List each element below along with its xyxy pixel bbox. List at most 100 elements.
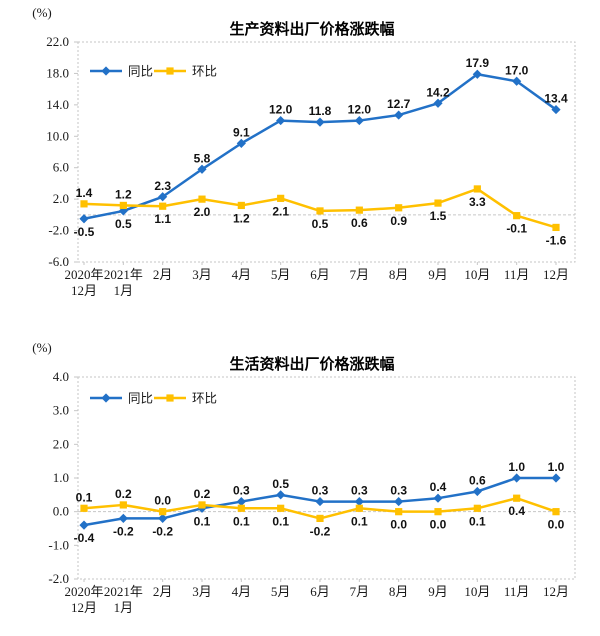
data-point [198, 501, 206, 509]
data-label: 12.0 [348, 103, 372, 117]
x-tick-label: 5月 [271, 584, 291, 599]
data-point [101, 393, 111, 403]
x-tick-label: 8月 [389, 267, 409, 282]
legend-item-mom: 环比 [154, 65, 217, 79]
y-tick-label: 4.0 [53, 369, 69, 384]
data-label: 0.5 [272, 477, 289, 491]
data-label: 9.1 [233, 125, 250, 139]
data-label: -0.2 [113, 524, 134, 538]
data-point [434, 199, 442, 207]
x-tick-label: 6月 [310, 584, 330, 599]
x-tick-label: 3月 [192, 267, 212, 282]
data-point [80, 200, 88, 208]
data-point [394, 496, 404, 507]
x-tick-label: 10月 [464, 267, 490, 282]
data-label: 17.0 [505, 63, 529, 77]
data-label: 1.4 [76, 186, 93, 200]
data-label: 0.1 [76, 490, 93, 504]
producer-price-chart: (%) 生产资料出厂价格涨跌幅 22.0 18.0 14.0 10.0 6.0 2.0 -2.0… [32, 5, 576, 298]
data-label: 17.9 [466, 56, 490, 70]
data-label: 14.2 [426, 85, 450, 99]
y-tick-label: 10.0 [46, 128, 69, 143]
series-mom: 1.4 1.2 1.1 2.0 1.2 2.1 0.5 0.6 0.9 1.5 3.3 -0.1 -1.… [76, 185, 567, 247]
x-tick-label: 4月 [232, 267, 252, 282]
x-tick-label: 5月 [271, 267, 291, 282]
y-tick-label: 2.0 [53, 191, 69, 206]
y-tick-label: -6.0 [48, 254, 69, 269]
data-label: 1.1 [154, 212, 171, 226]
data-label: 0.1 [351, 514, 368, 528]
data-label: 1.0 [548, 460, 565, 474]
x-tick-label: 1月 [114, 600, 134, 615]
data-point [473, 504, 481, 512]
data-label: 0.3 [312, 484, 329, 498]
data-label: -1.6 [546, 233, 567, 247]
data-point [552, 223, 560, 232]
data-label: 0.1 [469, 514, 486, 528]
data-point [395, 204, 403, 212]
data-point [101, 66, 111, 76]
y-tick-label: -2.0 [48, 223, 69, 238]
x-tick-label: 2020年 [64, 584, 103, 599]
data-point [237, 504, 245, 512]
y-tick-label: 18.0 [46, 65, 69, 80]
data-point [513, 212, 521, 220]
data-label: -0.2 [310, 524, 331, 538]
x-tick-label: 9月 [428, 267, 448, 282]
data-label: 1.2 [233, 211, 250, 225]
data-label: -0.2 [152, 524, 173, 538]
data-point [316, 207, 324, 215]
legend: 同比 环比 [90, 65, 217, 79]
data-point [277, 194, 285, 202]
data-point [276, 490, 286, 500]
data-point [159, 508, 167, 516]
data-point [236, 496, 246, 507]
x-tick-label: 9月 [428, 584, 448, 599]
x-tick-label: 1月 [114, 283, 134, 298]
data-point [354, 115, 364, 126]
data-label: -0.5 [74, 225, 95, 239]
x-tick-label: 8月 [389, 584, 409, 599]
data-label: 1.2 [115, 187, 132, 201]
legend-item-yoy: 同比 [90, 65, 153, 79]
data-point [551, 104, 561, 115]
data-point [79, 214, 89, 224]
x-tick-label: 2021年 [104, 584, 143, 599]
y-tick-label: 22.0 [46, 34, 69, 49]
data-point [237, 201, 245, 210]
chart-title: 生活资料出厂价格涨跌幅 [229, 355, 394, 373]
legend-label: 环比 [192, 392, 217, 406]
data-point [354, 496, 364, 507]
data-point [236, 138, 246, 148]
data-label: 2.3 [154, 179, 171, 193]
y-tick-label: 3.0 [53, 403, 69, 418]
data-point [80, 504, 88, 512]
consumer-price-chart: (%)生活资料出厂价格涨跌幅4.03.02.01.00.0-1.0-2.0202… [32, 340, 576, 615]
legend-label: 环比 [192, 65, 217, 79]
x-tick-label: 4月 [232, 584, 252, 599]
series-yoy: -0.5 0.5 2.3 5.8 9.1 12.0 11.8 12.0 12.7 14.2 17.9… [74, 56, 568, 239]
data-label: 0.3 [233, 484, 250, 498]
y-axis: 4.0 3.0 2.0 1.0 0.0 -1.0 -2.0 [48, 369, 78, 586]
y-tick-label: 1.0 [53, 470, 69, 485]
x-tick-label: 12月 [543, 584, 569, 599]
data-label: 0.0 [390, 518, 407, 532]
legend-item-mom: 环比 [154, 392, 217, 406]
data-point [118, 513, 128, 523]
x-tick-label: 10月 [464, 584, 490, 599]
data-label: 1.5 [430, 209, 447, 223]
data-label: 0.2 [194, 487, 211, 501]
data-label: 0.0 [154, 494, 171, 508]
data-point [473, 185, 481, 193]
y-tick-label: 2.0 [53, 436, 69, 451]
y-tick-label: 0.0 [53, 504, 69, 519]
data-point [434, 508, 442, 516]
series-mom: 0.1 0.2 0.0 0.2 0.1 0.1 -0.2 0.1 0.0 0.0 0.1 0.4 0.0 [76, 487, 565, 538]
y-tick-label: -2.0 [48, 571, 69, 586]
data-point [166, 394, 174, 402]
data-point [316, 514, 324, 522]
x-tick-label: 7月 [350, 267, 370, 282]
